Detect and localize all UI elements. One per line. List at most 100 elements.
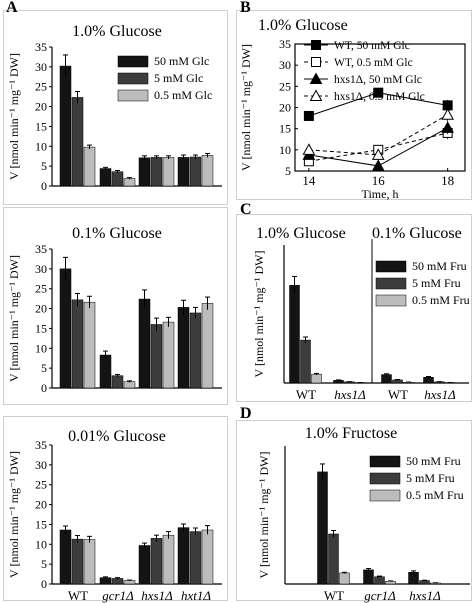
y-tick-label: 15 [279,122,291,136]
chart-title: 1.0% Glucose [72,23,162,40]
bar-2 [150,157,163,187]
bar-1 [59,529,72,585]
y-tick-label: 35 [35,438,47,452]
y-tick-label: 35 [279,37,291,51]
x-tick-label: hxs1Δ [334,387,366,402]
panel-d-frame [236,420,472,601]
bar-1 [138,157,151,187]
x-tick-label: hxt1Δ [181,588,211,603]
bar-2 [71,299,84,389]
y-tick-label: 25 [35,478,47,492]
data-point-4 [371,148,385,160]
bar-3 [83,301,96,389]
y-tick-label: 5 [285,164,291,178]
y-tick-label: 30 [279,58,291,72]
x-tick-label: gcr1Δ [364,588,396,603]
bar-3 [201,303,214,389]
y-tick-label: 5 [41,159,47,173]
bar-2 [111,171,124,187]
legend-marker-2 [311,57,321,67]
legend-label: 50 mM Glc [154,54,209,68]
panel-a1-frame [3,10,228,205]
bar-3 [162,157,175,187]
bar-2 [71,538,84,585]
x-tick-label: WT [296,387,316,402]
legend-swatch-2 [369,472,401,485]
bar-3 [123,381,136,389]
y-tick-label: 25 [35,80,47,94]
bar-1 [59,65,72,187]
bar-3 [123,580,136,585]
chart-title: 1.0% Glucose [258,17,348,34]
bar-2 [419,580,430,585]
bar-3 [311,373,322,384]
y-axis-label: V [nmol min⁻¹ mg⁻¹ DW] [7,451,21,578]
legend-marker-4 [309,89,323,101]
bar-1 [99,168,112,187]
bar-2 [150,324,163,389]
bar-1 [138,298,151,389]
bar-1 [333,380,344,384]
legend-label: 0.5 mM Glc [154,88,212,102]
y-tick-label: 35 [35,40,47,54]
bar-3 [83,539,96,585]
y-tick-label: 0 [41,179,47,193]
panel-letter: A [6,0,18,16]
y-tick-label: 30 [35,60,47,74]
bar-2 [328,533,339,585]
data-point-4 [441,108,454,120]
y-axis-label: V [nmol min⁻¹ mg⁻¹ DW] [239,44,253,171]
data-point-3 [371,159,385,171]
bar-2 [150,538,163,585]
y-tick-label: 10 [35,341,47,355]
x-tick-label: 16 [372,173,386,188]
legend-marker-1 [311,40,321,50]
bar-2 [374,576,385,585]
legend-label: WT, 50 mM Glc [334,40,410,52]
chart-title: 1.0% Glucose [256,225,346,242]
y-tick-label: 5 [41,361,47,375]
bar-1 [177,307,190,389]
panel-letter: C [240,201,252,218]
y-tick-label: 15 [35,321,47,335]
data-point-1 [303,110,314,121]
panel-letter: B [240,0,251,16]
legend-swatch-2 [117,72,149,85]
legend-swatch-3 [369,489,401,502]
x-tick-label: hxs1Δ [409,588,441,603]
y-tick-label: 10 [35,537,47,551]
bar-3 [201,155,214,187]
bar-1 [138,545,151,585]
legend-label: 0.5 mM Fru [406,488,464,502]
bar-2 [189,312,202,389]
x-tick-label: gcr1Δ [102,588,134,603]
legend-swatch-2 [375,277,407,290]
panel-c-frame [236,214,472,402]
legend-label: 50 mM Fru [406,454,461,468]
bar-1 [99,354,112,389]
legend-label: hxs1Δ, 50 mM Glc [334,74,422,86]
bar-3 [339,572,350,585]
bar-2 [300,339,311,384]
y-tick-label: 20 [35,302,47,316]
legend-swatch-1 [375,260,407,273]
y-axis-label: V [nmol min⁻¹ mg⁻¹ DW] [257,452,271,579]
bar-2 [111,578,124,585]
y-tick-label: 0 [41,381,47,395]
legend-label: WT, 0.5 mM Glc [334,57,413,69]
bar-1 [363,569,374,585]
x-tick-label: 18 [441,173,454,188]
legend-swatch-1 [369,455,401,468]
data-point-3 [441,121,454,133]
bar-1 [381,374,392,384]
series-line-4 [308,114,448,156]
x-tick-label: WT [324,588,344,603]
y-tick-label: 5 [41,557,47,571]
legend-label: 5 mM Glc [154,71,203,85]
bar-1 [423,377,434,384]
legend-label: 5 mM Fru [406,471,455,485]
x-axis-label: Time, h [362,187,399,201]
x-tick-label: WT [68,588,88,603]
x-tick-label: hxs1Δ [141,588,173,603]
y-tick-label: 10 [35,139,47,153]
